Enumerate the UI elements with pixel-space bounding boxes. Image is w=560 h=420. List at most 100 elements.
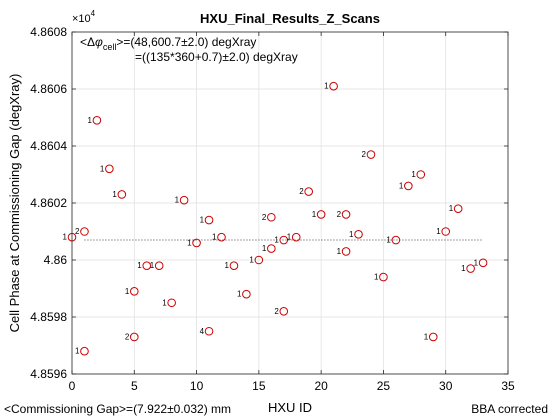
data-point-label: 1 [212,233,217,242]
annotation-line-1: <Δφcell>=(48,600.7±2.0) degXray [80,35,256,52]
x-tick-label: 0 [69,379,76,393]
x-tick-label: 20 [314,379,328,393]
x-tick-label: 35 [501,379,515,393]
data-point-label: 1 [150,261,155,270]
y-tick-label: 4.8602 [30,196,67,210]
data-point-label: 1 [274,236,279,245]
data-point [416,170,426,179]
data-point-label: 2 [337,210,342,219]
data-point [267,244,276,253]
data-point [204,215,214,225]
data-point-label: 1 [461,264,466,273]
x-tick-label: 25 [377,379,391,393]
data-point [341,247,351,256]
y-exponent-label: ×104 [72,9,96,25]
data-point-label: 1 [262,244,267,253]
data-point-label: 2 [125,332,130,341]
footer-commissioning-gap: <Commissioning Gap>=(7.922±0.032) mm [4,402,232,416]
y-tick-label: 4.8608 [30,25,67,39]
data-point-label: 2 [362,150,367,159]
data-point [428,332,438,342]
data-point [391,235,401,245]
y-exponent-base: ×10 [72,13,91,25]
y-tick-label: 4.86 [44,253,68,267]
data-point [316,210,326,219]
data-point [179,195,189,205]
data-point [167,298,176,308]
annotation-value: >=(48,600.7±2.0) degXray [116,35,256,49]
footer-bba-status: BBA corrected [471,402,548,416]
data-point-label: 1 [249,256,254,265]
data-point-label: 1 [100,164,105,173]
data-point [129,332,139,342]
y-tick-label: 4.8606 [30,82,67,96]
annotation-subscript: cell [103,42,117,52]
data-point [478,258,488,268]
annotation-line-2: =((135*360+0.7)±2.0) degXray [135,50,298,64]
y-tick-label: 4.8596 [30,367,67,381]
data-point-label: 2 [75,227,80,236]
data-point-label: 1 [337,247,342,256]
data-point [304,187,313,196]
data-point [192,238,201,248]
data-point-label: 1 [200,216,205,225]
data-point-label: 1 [75,347,80,356]
x-tick-label: 15 [252,379,266,393]
data-point-label: 1 [224,261,229,270]
data-point [242,289,251,299]
data-point [80,346,89,356]
x-axis-label: HXU ID [268,400,312,415]
data-point [441,227,451,236]
data-point-label: 1 [125,287,130,296]
data-point-label: 1 [411,170,416,179]
data-point [254,255,264,265]
data-point [105,164,114,174]
data-point-label: 1 [436,227,441,236]
data-point-label: 1 [287,233,292,242]
axis-ticks: 0 5 10 15 20 25 30 35 4.8596 4.8598 4.86 4.8602 4.86… [30,25,515,393]
data-point [142,261,152,271]
data-point-label: 1 [112,190,117,199]
data-point [129,287,139,296]
data-point-label: 1 [386,236,391,245]
data-point [404,181,413,191]
x-tick-label: 10 [190,379,204,393]
data-point [379,272,388,282]
data-point-label: 1 [63,233,68,242]
data-point-label: 1 [162,298,167,307]
data-point-label: 1 [399,181,404,190]
data-point [267,212,276,222]
data-point [466,264,475,273]
data-point [354,230,363,239]
data-point-label: 1 [324,82,329,91]
data-point [291,232,301,242]
data-point-label: 1 [474,258,479,267]
data-point-label: 2 [299,187,304,196]
y-tick-label: 4.8598 [30,310,67,324]
data-point [279,307,289,316]
data-point [453,204,463,213]
data-point-label: 1 [349,230,354,239]
y-axis-label: Cell Phase at Commissioning Gap (degXray… [7,74,22,333]
x-tick-label: 5 [131,379,138,393]
data-point-label: 4 [200,327,205,336]
data-point-label: 1 [449,204,454,213]
data-point [329,81,338,91]
annotation-phi: φ [95,35,103,49]
data-point [341,210,351,219]
data-point [117,190,127,199]
data-point-label: 2 [262,213,267,222]
data-point [80,227,89,236]
data-point [154,261,164,271]
data-point [279,235,289,245]
data-point-label: 1 [312,210,317,219]
data-point [217,232,226,242]
data-point-label: 1 [374,273,379,282]
data-point [366,150,376,159]
y-tick-label: 4.8604 [30,139,67,153]
y-exponent-power: 4 [91,9,96,18]
data-point-label: 1 [137,261,142,270]
data-point-label: 1 [175,196,180,205]
